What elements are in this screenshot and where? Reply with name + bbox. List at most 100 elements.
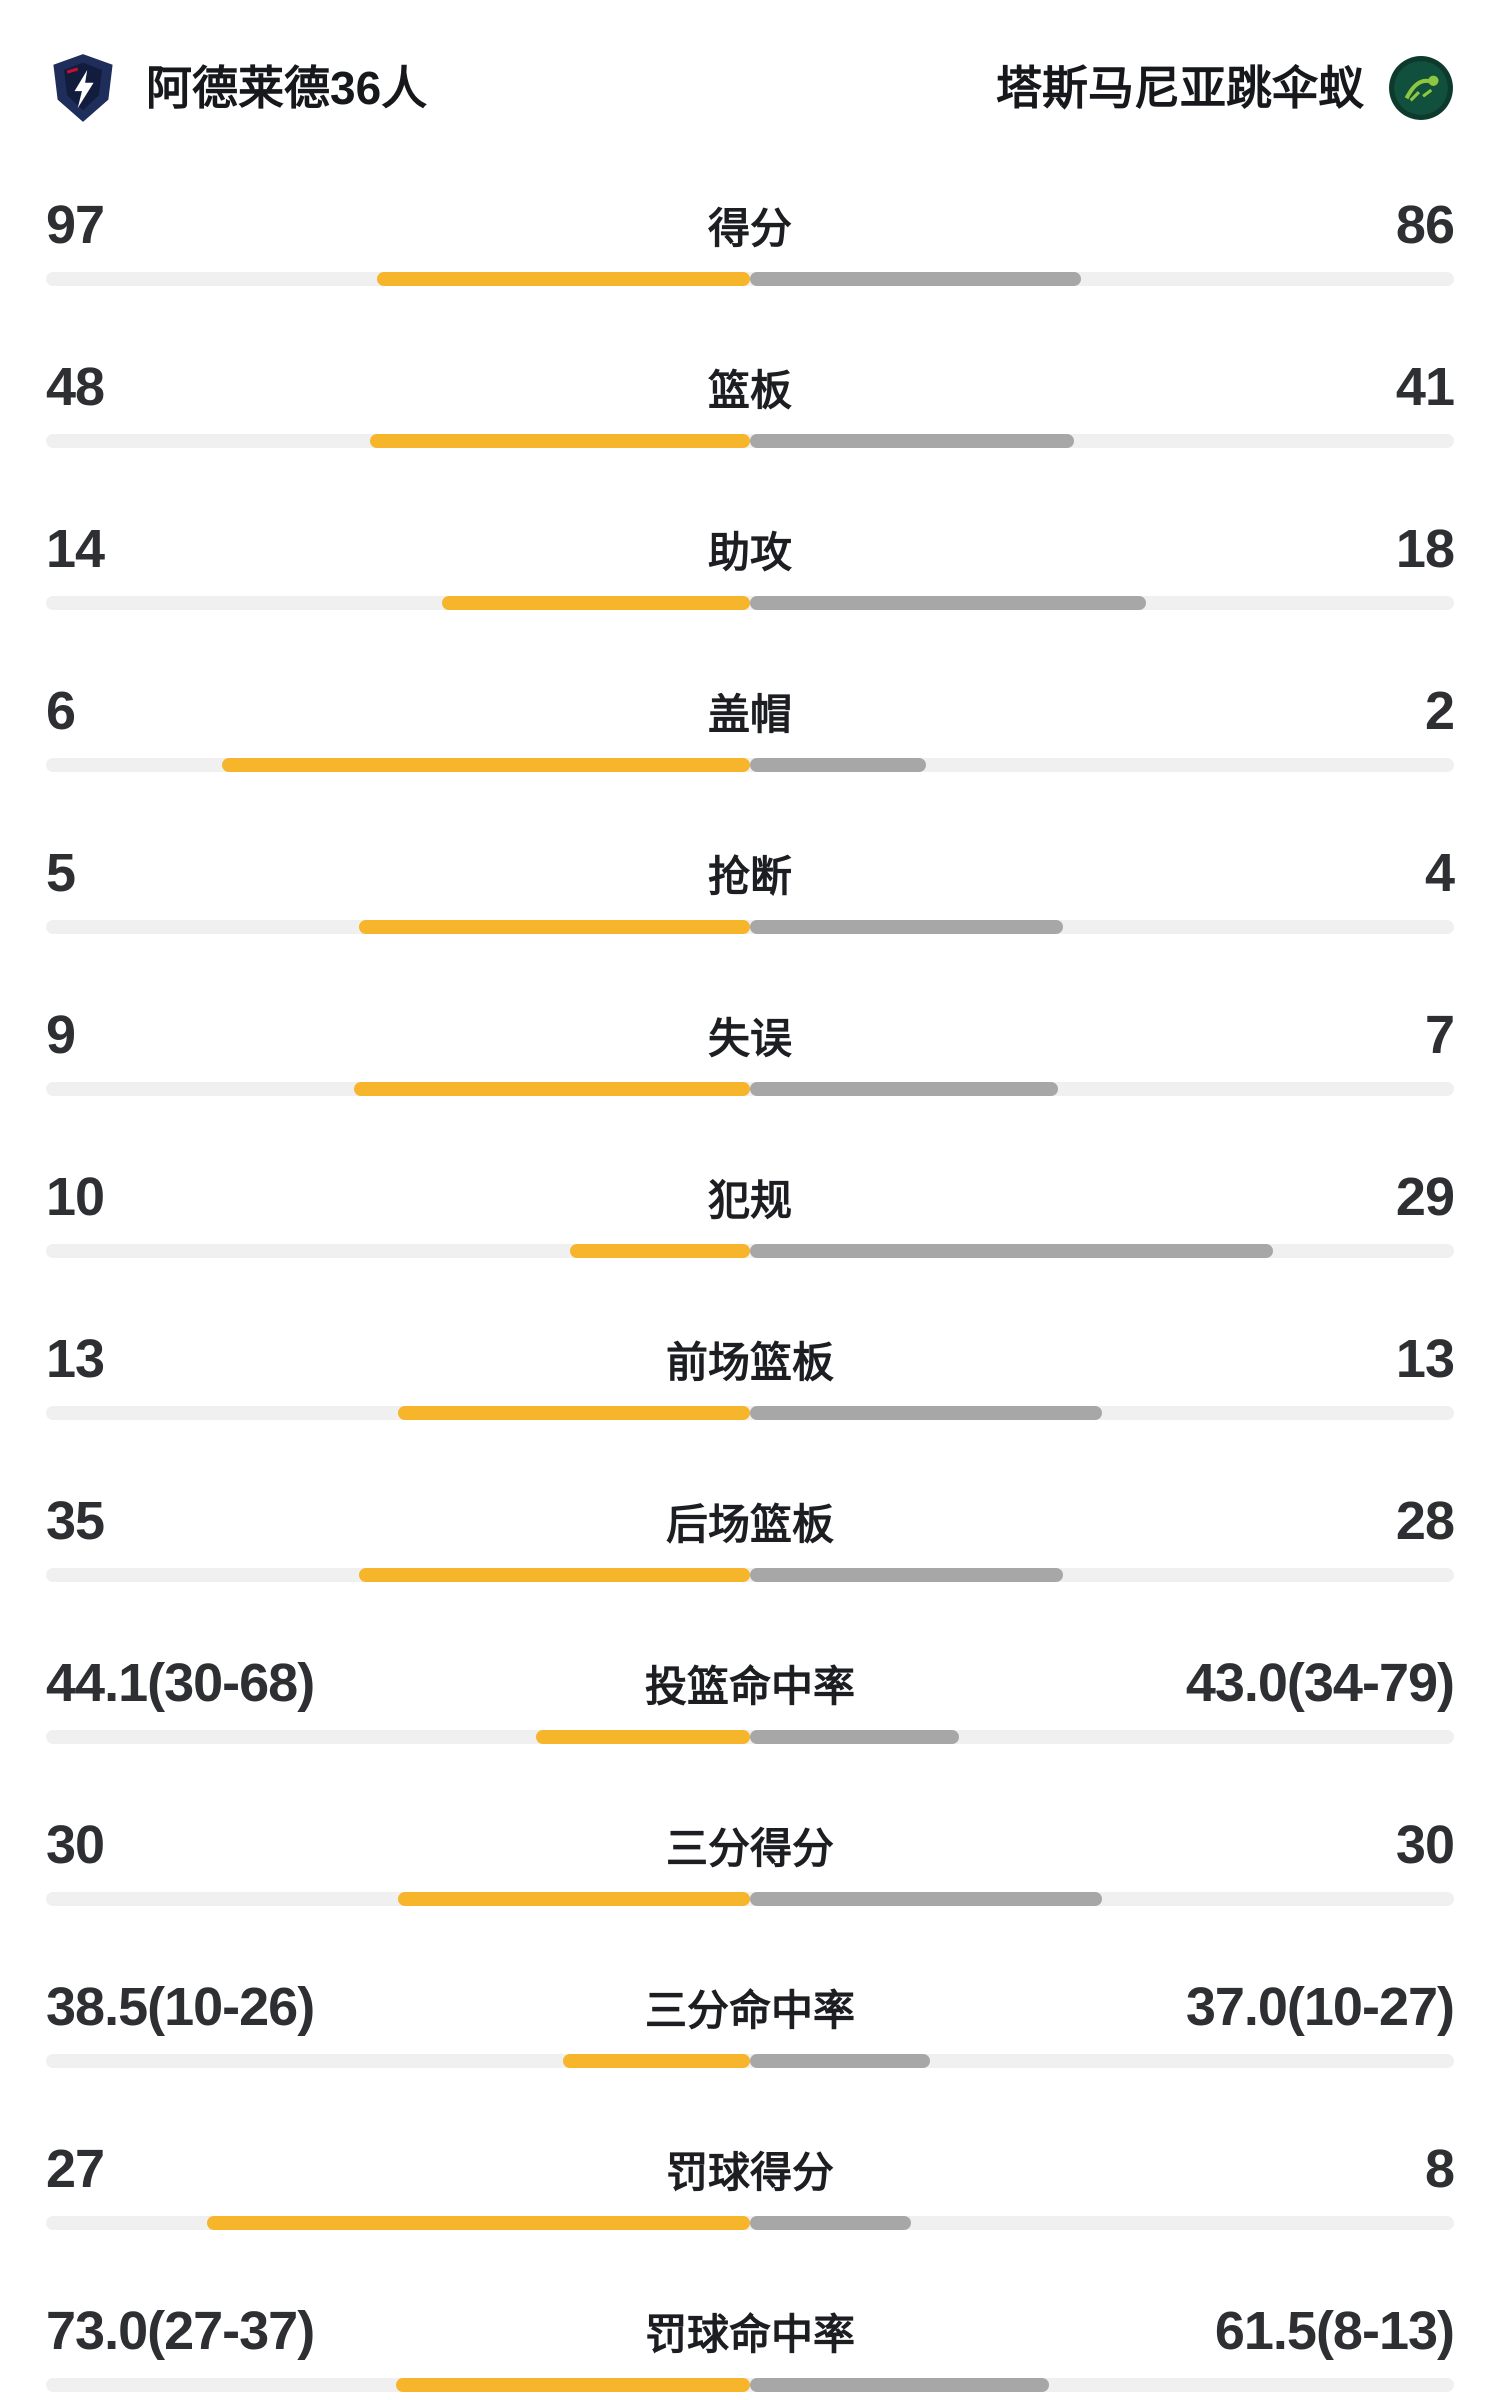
away-stat-value: 18 bbox=[1395, 519, 1455, 579]
adelaide-36ers-logo bbox=[46, 51, 120, 125]
stat-row-values: 97 得分 86 bbox=[46, 162, 1455, 256]
home-stat-value: 9 bbox=[46, 1005, 76, 1065]
stat-bar-track bbox=[46, 596, 1454, 611]
away-stat-bar bbox=[750, 2054, 930, 2069]
stat-label: 三分命中率 bbox=[644, 1987, 855, 2034]
stat-bar-track bbox=[46, 1892, 1454, 1907]
stat-label: 盖帽 bbox=[707, 691, 792, 738]
stat-row-values: 13 前场篮板 13 bbox=[46, 1296, 1455, 1390]
stat-row-values: 38.5(10-26) 三分命中率 37.0(10-27) bbox=[46, 1944, 1455, 2038]
home-stat-bar bbox=[398, 1406, 750, 1421]
stat-row-values: 5 抢断 4 bbox=[46, 810, 1455, 904]
home-stat-value: 10 bbox=[46, 1167, 105, 1227]
stat-row-values: 73.0(27-37) 罚球命中率 61.5(8-13) bbox=[46, 2268, 1455, 2362]
stat-bar-track bbox=[46, 920, 1454, 935]
stat-row: 9 失误 7 bbox=[46, 972, 1455, 1134]
stat-label: 失误 bbox=[707, 1015, 792, 1062]
stat-bar-track bbox=[46, 272, 1454, 287]
stat-row-values: 14 助攻 18 bbox=[46, 486, 1455, 580]
away-stat-bar bbox=[750, 1568, 1063, 1583]
stats-rows: 97 得分 86 48 篮板 41 14 助攻 bbox=[46, 162, 1455, 2400]
stat-row-values: 48 篮板 41 bbox=[46, 324, 1455, 418]
stat-row-values: 10 犯规 29 bbox=[46, 1134, 1455, 1228]
home-team-name: 阿德莱德36人 bbox=[146, 62, 428, 114]
stat-label: 犯规 bbox=[707, 1177, 792, 1224]
away-stat-bar bbox=[750, 2378, 1049, 2393]
stat-row-values: 44.1(30-68) 投篮命中率 43.0(34-79) bbox=[46, 1620, 1455, 1714]
stat-row-values: 9 失误 7 bbox=[46, 972, 1455, 1066]
home-stat-value: 6 bbox=[46, 681, 76, 741]
away-stat-bar bbox=[750, 1892, 1102, 1907]
away-team-name: 塔斯马尼亚跳伞蚁 bbox=[996, 62, 1364, 114]
home-stat-bar bbox=[535, 1730, 750, 1745]
away-stat-value: 8 bbox=[1424, 2139, 1455, 2199]
stat-row: 5 抢断 4 bbox=[46, 810, 1455, 972]
stat-row: 30 三分得分 30 bbox=[46, 1782, 1455, 1944]
home-stat-value: 35 bbox=[46, 1491, 105, 1551]
stat-row: 27 罚球得分 8 bbox=[46, 2106, 1455, 2268]
stat-bar-track bbox=[46, 758, 1454, 773]
away-stat-bar bbox=[750, 596, 1147, 611]
away-stat-bar bbox=[750, 758, 926, 773]
stat-bar-track bbox=[46, 1082, 1454, 1097]
home-stat-bar bbox=[376, 272, 750, 287]
stat-bar-track bbox=[46, 2378, 1454, 2393]
away-stat-bar bbox=[750, 272, 1081, 287]
stat-bar-track bbox=[46, 2054, 1454, 2069]
stat-row: 44.1(30-68) 投篮命中率 43.0(34-79) bbox=[46, 1620, 1455, 1782]
home-stat-bar bbox=[370, 434, 750, 449]
home-stat-value: 30 bbox=[46, 1815, 105, 1875]
stat-row: 6 盖帽 2 bbox=[46, 648, 1455, 810]
away-stat-bar bbox=[750, 1082, 1059, 1097]
away-stat-value: 13 bbox=[1395, 1329, 1455, 1389]
away-stat-value: 41 bbox=[1395, 357, 1455, 417]
stat-label: 篮板 bbox=[707, 367, 792, 414]
stat-label: 罚球得分 bbox=[665, 2149, 834, 2196]
stat-row-values: 35 后场篮板 28 bbox=[46, 1458, 1455, 1552]
away-stat-bar bbox=[750, 2216, 911, 2231]
away-stat-value: 37.0(10-27) bbox=[1185, 1977, 1455, 2037]
home-stat-value: 97 bbox=[46, 195, 105, 255]
home-stat-value: 73.0(27-37) bbox=[46, 2301, 315, 2361]
stat-bar-track bbox=[46, 1244, 1454, 1259]
away-stat-value: 7 bbox=[1424, 1005, 1455, 1065]
away-stat-value: 4 bbox=[1424, 843, 1455, 903]
away-stat-value: 28 bbox=[1395, 1491, 1455, 1551]
home-stat-value: 27 bbox=[46, 2139, 105, 2199]
home-stat-value: 13 bbox=[46, 1329, 105, 1389]
home-stat-bar bbox=[222, 758, 750, 773]
stat-row-values: 30 三分得分 30 bbox=[46, 1782, 1455, 1876]
stat-row: 73.0(27-37) 罚球命中率 61.5(8-13) bbox=[46, 2268, 1455, 2400]
away-stat-bar bbox=[750, 1730, 959, 1745]
away-stat-bar bbox=[750, 920, 1063, 935]
away-stat-bar bbox=[750, 434, 1075, 449]
stat-row: 14 助攻 18 bbox=[46, 486, 1455, 648]
away-stat-value: 43.0(34-79) bbox=[1185, 1653, 1455, 1713]
away-stat-value: 30 bbox=[1395, 1815, 1455, 1875]
away-stat-value: 29 bbox=[1395, 1167, 1455, 1227]
header: 阿德莱德36人 塔斯马尼亚跳伞蚁 bbox=[46, 40, 1454, 136]
stat-row: 48 篮板 41 bbox=[46, 324, 1455, 486]
home-stat-value: 38.5(10-26) bbox=[46, 1977, 315, 2037]
stat-label: 罚球命中率 bbox=[644, 2311, 855, 2358]
home-stat-bar bbox=[441, 596, 750, 611]
tasmania-jackjumpers-logo bbox=[1388, 55, 1454, 121]
stat-label: 投篮命中率 bbox=[644, 1663, 855, 1710]
home-stat-bar bbox=[569, 1244, 750, 1259]
home-stat-value: 44.1(30-68) bbox=[46, 1653, 315, 1713]
stat-bar-track bbox=[46, 1568, 1454, 1583]
away-stat-value: 86 bbox=[1395, 195, 1455, 255]
stat-bar-track bbox=[46, 1406, 1454, 1421]
stat-row: 10 犯规 29 bbox=[46, 1134, 1455, 1296]
home-stat-bar bbox=[353, 1082, 750, 1097]
away-stat-value: 2 bbox=[1424, 681, 1455, 741]
home-stat-bar bbox=[395, 2378, 750, 2393]
stat-label: 助攻 bbox=[707, 529, 792, 576]
stat-row: 35 后场篮板 28 bbox=[46, 1458, 1455, 1620]
stat-bar-track bbox=[46, 434, 1454, 449]
home-stat-value: 5 bbox=[46, 843, 76, 903]
home-stat-bar bbox=[358, 920, 750, 935]
stat-row: 38.5(10-26) 三分命中率 37.0(10-27) bbox=[46, 1944, 1455, 2106]
stat-label: 抢断 bbox=[707, 853, 792, 900]
